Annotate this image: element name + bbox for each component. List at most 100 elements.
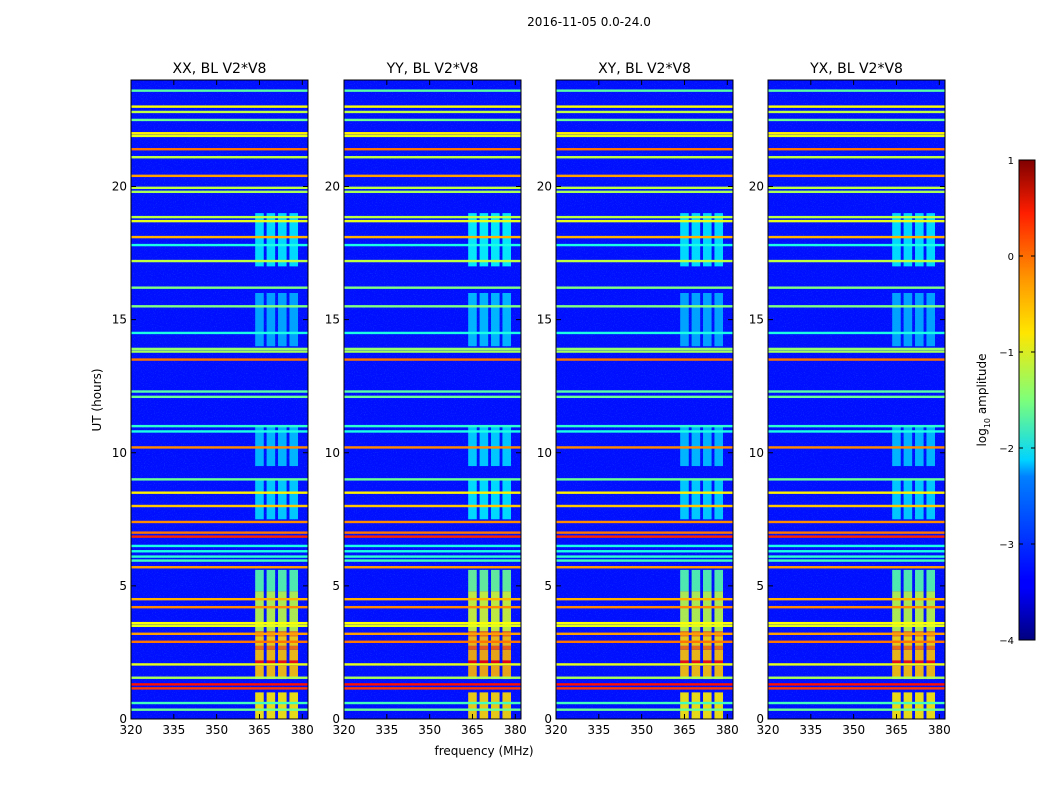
rfi-line	[768, 701, 945, 705]
rfi-line	[131, 105, 308, 108]
rfi-line	[768, 243, 945, 247]
rfi-line	[131, 395, 308, 399]
y-tick-label: 20	[749, 180, 764, 194]
panel-2: YY, BL V2*V8 320 335 350 365 380 0 5 10 15 20	[325, 61, 527, 737]
rfi-line	[344, 478, 521, 481]
rfi-line	[556, 624, 733, 628]
band-cell	[680, 665, 689, 680]
rfi-line	[344, 358, 521, 361]
band-cell	[680, 479, 689, 520]
rfi-line	[344, 566, 521, 569]
rfi-line	[556, 132, 733, 135]
band-cell	[255, 293, 264, 347]
rfi-line	[344, 331, 521, 335]
rfi-line	[131, 358, 308, 361]
rfi-line	[556, 621, 733, 625]
y-tick-label: 15	[537, 313, 552, 327]
rfi-line	[131, 491, 308, 494]
rfi-line	[344, 395, 521, 399]
figure-suptitle: 2016-11-05 0.0-24.0	[527, 15, 651, 29]
rfi-line	[344, 559, 521, 562]
band-cell	[266, 426, 276, 467]
rfi-line	[131, 331, 308, 335]
band-cell	[903, 692, 913, 719]
band-cell	[491, 479, 500, 520]
band-cell	[468, 213, 477, 267]
rfi-line	[131, 243, 308, 247]
band-cell	[915, 649, 924, 661]
band-cell	[714, 479, 724, 520]
rfi-line	[768, 676, 945, 679]
band-cell	[903, 479, 913, 520]
band-cell	[289, 692, 299, 719]
rfi-line	[768, 687, 945, 690]
colorbar-tick-label: 1	[1008, 156, 1014, 167]
panel-frame	[555, 79, 734, 720]
rfi-line	[556, 535, 733, 538]
x-tick-label: 350	[842, 723, 865, 737]
x-tick-label: 320	[333, 723, 356, 737]
band-cell	[266, 665, 276, 680]
band-cell	[479, 692, 489, 719]
band-cell	[479, 213, 489, 267]
band-cell	[680, 213, 689, 267]
band-cell	[502, 665, 512, 680]
band-cell	[278, 569, 287, 592]
band-cell	[680, 649, 689, 661]
band-cell	[289, 293, 299, 347]
band-cell	[289, 569, 299, 592]
band-cell	[703, 426, 712, 467]
rfi-line	[556, 105, 733, 108]
band-cell	[915, 591, 924, 632]
rfi-line	[131, 535, 308, 538]
rfi-line	[556, 687, 733, 690]
rfi-line	[556, 215, 733, 219]
rfi-line	[556, 395, 733, 399]
rfi-line	[768, 550, 945, 553]
band-cell	[703, 479, 712, 520]
band-cell	[714, 645, 724, 650]
rfi-line	[556, 156, 733, 159]
rfi-line	[344, 235, 521, 239]
x-tick-label: 380	[716, 723, 739, 737]
band-cell	[915, 213, 924, 267]
colorbar-tick-label: −2	[999, 444, 1014, 455]
rfi-line	[344, 663, 521, 666]
band-cell	[468, 645, 477, 650]
band-cell	[491, 645, 500, 650]
rfi-line	[768, 219, 945, 223]
rfi-line	[131, 676, 308, 679]
rfi-line	[344, 190, 521, 194]
rfi-line	[131, 350, 308, 353]
band-cell	[491, 665, 500, 680]
band-cell	[468, 293, 477, 347]
rfi-line	[344, 701, 521, 705]
rfi-line	[131, 555, 308, 558]
x-tick-label: 365	[248, 723, 271, 737]
band-cell	[289, 479, 299, 520]
rfi-line	[131, 605, 308, 609]
rfi-line	[768, 683, 945, 686]
rfi-line	[556, 676, 733, 679]
band-cell	[691, 479, 701, 520]
rfi-line	[344, 531, 521, 534]
band-cell	[491, 213, 500, 267]
band-cell	[680, 293, 689, 347]
band-cell	[926, 479, 936, 520]
rfi-line	[131, 219, 308, 223]
panel-3: XY, BL V2*V8 320 335 350 365 380 0 5 10 15 20	[537, 61, 739, 737]
band-cell	[468, 665, 477, 680]
band-cell	[255, 569, 264, 592]
rfi-line	[768, 259, 945, 263]
band-cell	[289, 591, 299, 632]
x-tick-label: 335	[587, 723, 610, 737]
band-cell	[892, 479, 901, 520]
rfi-line	[556, 331, 733, 335]
band-cell	[926, 665, 936, 680]
rfi-line	[768, 478, 945, 481]
band-cell	[255, 645, 264, 650]
rfi-line	[344, 305, 521, 308]
band-cell	[255, 479, 264, 520]
rfi-line	[556, 504, 733, 508]
colorbar: 1 0 −1 −2 −3 −4 log10 amplitude	[975, 156, 1036, 647]
